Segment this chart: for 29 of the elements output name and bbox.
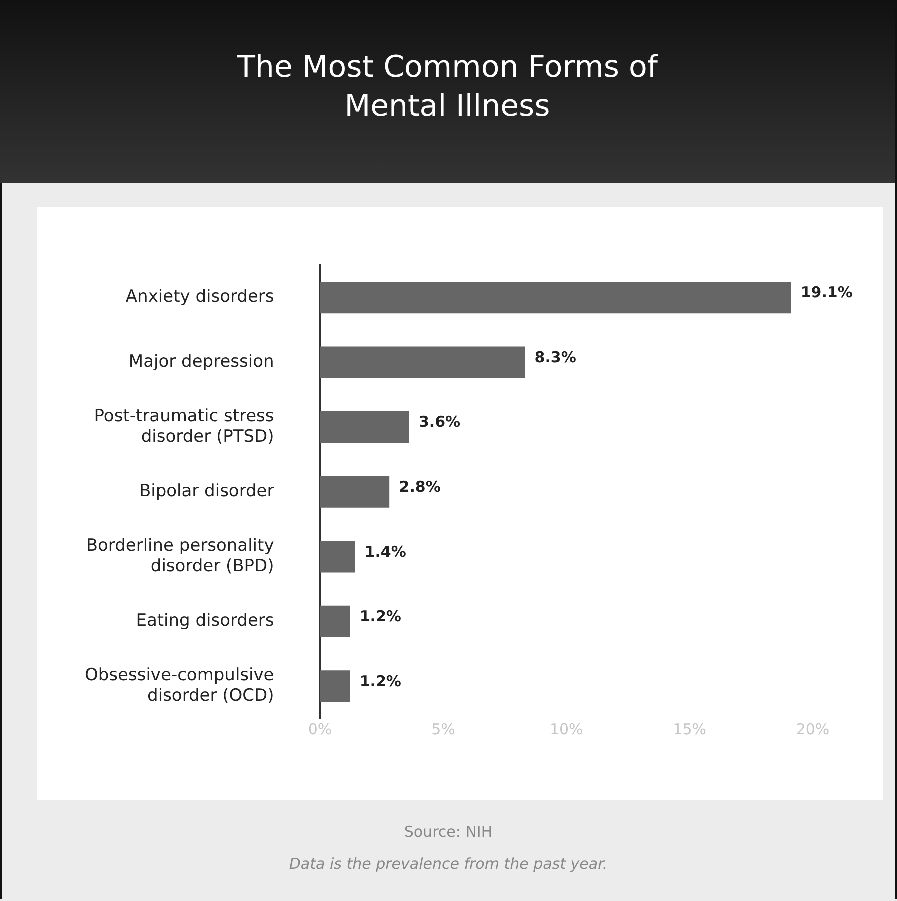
data-label: 1.2%: [360, 672, 402, 690]
data-label: 8.3%: [534, 348, 576, 366]
x-tick-label: 20%: [796, 720, 830, 739]
bar: [320, 476, 390, 508]
x-tick-label: 10%: [550, 720, 584, 739]
data-label: 2.8%: [399, 478, 441, 496]
x-tick-label: 0%: [308, 720, 332, 739]
y-tick-label: Major depression: [128, 352, 274, 372]
y-tick-label: Borderline personality disorder (BPD): [86, 536, 274, 576]
y-tick-label: Obsessive-compulsive disorder (OCD): [84, 666, 274, 706]
data-label: 1.2%: [360, 608, 402, 626]
bar: [320, 282, 792, 314]
bar: [320, 606, 350, 638]
bar: [320, 346, 526, 378]
y-tick-label: Anxiety disorders: [126, 287, 274, 308]
source-note: Source: NIH: [403, 823, 494, 841]
text: Data is the prevalence from the past year.: [288, 855, 609, 873]
x-tick-label: 15%: [673, 720, 706, 739]
y-tick-label: Eating disorders: [136, 611, 274, 632]
bar: [320, 412, 410, 444]
data-label: 19.1%: [800, 284, 853, 302]
bar: [320, 670, 350, 702]
chart-title: The Most Common Forms of Mental Illness: [236, 48, 660, 126]
bar: [320, 541, 356, 573]
data-label: 3.6%: [418, 413, 461, 432]
data-label: 1.4%: [364, 542, 406, 561]
y-tick-label: Post-traumatic stress disorder (PTSD): [94, 406, 274, 447]
y-tick-label: Bipolar disorder: [139, 482, 274, 502]
x-tick-label: 5%: [432, 720, 456, 739]
